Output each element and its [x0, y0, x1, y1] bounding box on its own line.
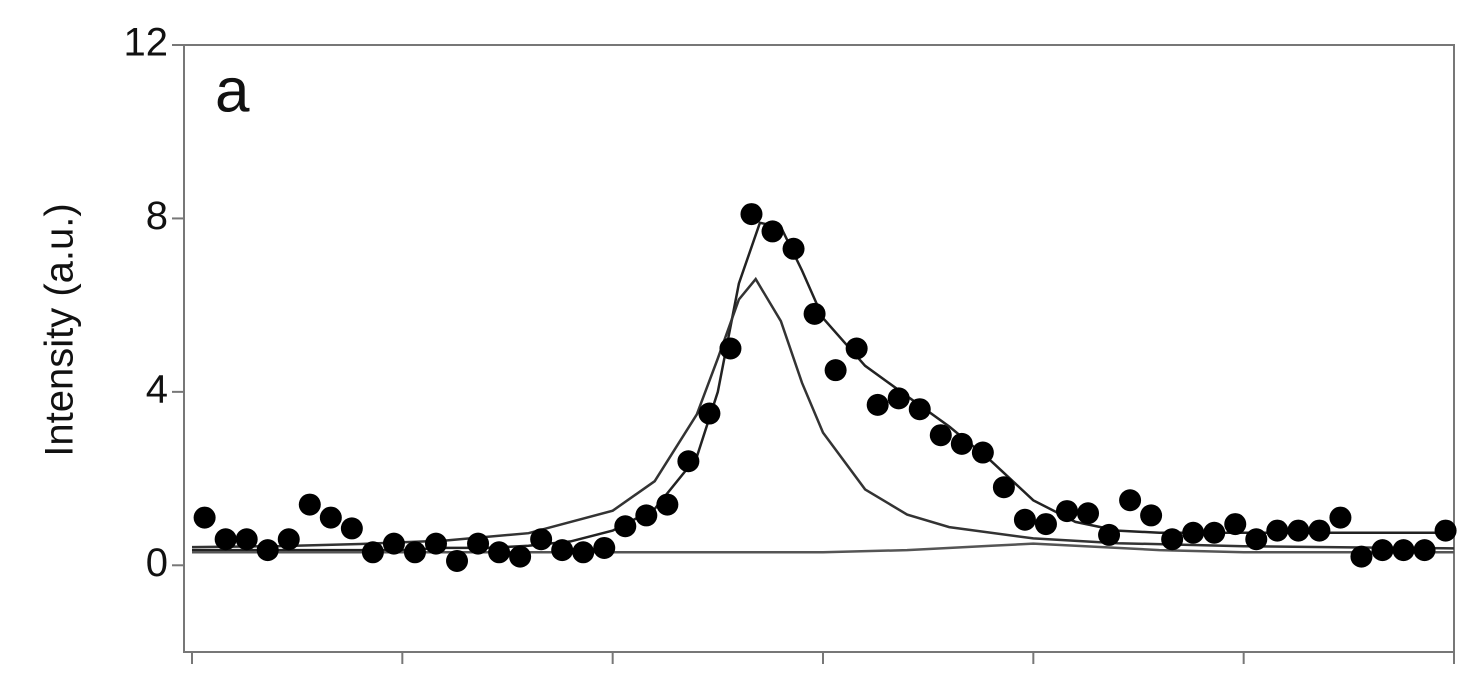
data-point	[1034, 513, 1057, 536]
data-point	[1245, 528, 1268, 551]
data-point	[488, 541, 511, 564]
data-point	[614, 515, 637, 538]
data-point	[1055, 500, 1078, 523]
data-point	[256, 539, 279, 562]
data-point	[1077, 502, 1100, 525]
panel-label: a	[215, 56, 250, 125]
data-point	[698, 402, 721, 425]
data-point	[950, 432, 973, 455]
data-point	[319, 506, 342, 529]
data-point	[1329, 506, 1352, 529]
data-point	[1161, 528, 1184, 551]
data-point	[1413, 539, 1436, 562]
data-point	[635, 504, 658, 527]
data-point	[1308, 519, 1331, 542]
data-point	[824, 359, 847, 382]
data-point	[467, 532, 490, 555]
data-point	[193, 506, 216, 529]
data-point	[277, 528, 300, 551]
data-point	[761, 220, 784, 243]
data-point	[1119, 489, 1142, 512]
y-tick-label: 4	[146, 367, 168, 411]
data-point	[1098, 523, 1121, 546]
data-point	[1140, 504, 1163, 527]
data-point	[403, 541, 426, 564]
data-point	[1350, 545, 1373, 568]
data-point	[971, 441, 994, 464]
data-point	[656, 493, 679, 516]
data-point	[1392, 539, 1415, 562]
data-point	[572, 541, 595, 564]
data-point	[424, 532, 447, 555]
data-point	[740, 203, 763, 226]
fit-line	[192, 221, 1454, 552]
data-point	[866, 393, 889, 416]
data-point	[1371, 539, 1394, 562]
data-point	[887, 387, 910, 410]
data-point	[593, 536, 616, 559]
y-tick-label: 12	[124, 21, 169, 65]
fit-line	[192, 542, 1454, 554]
data-point	[677, 450, 700, 473]
data-point	[845, 337, 868, 360]
data-point	[803, 302, 826, 325]
data-point	[1224, 513, 1247, 536]
y-tick-label: 8	[146, 194, 168, 238]
data-point	[214, 528, 237, 551]
data-point	[509, 545, 532, 568]
data-point	[1182, 521, 1205, 544]
y-axis-label: Intensity (a.u.)	[38, 203, 82, 456]
data-point	[1203, 521, 1226, 544]
data-point	[446, 549, 469, 572]
data-point	[1287, 519, 1310, 542]
data-point	[1434, 519, 1457, 542]
data-point	[719, 337, 742, 360]
data-point	[298, 493, 321, 516]
data-point	[551, 539, 574, 562]
y-tick-label: 0	[146, 541, 168, 585]
data-point	[1266, 519, 1289, 542]
data-point	[235, 528, 258, 551]
data-point	[340, 517, 363, 540]
data-point	[361, 541, 384, 564]
data-point	[530, 528, 553, 551]
data-point	[382, 532, 405, 555]
data-point	[1013, 508, 1036, 531]
data-point	[782, 237, 805, 260]
data-point	[992, 476, 1015, 499]
plot-frame	[183, 44, 1455, 653]
data-point	[929, 424, 952, 447]
data-point	[908, 398, 931, 421]
